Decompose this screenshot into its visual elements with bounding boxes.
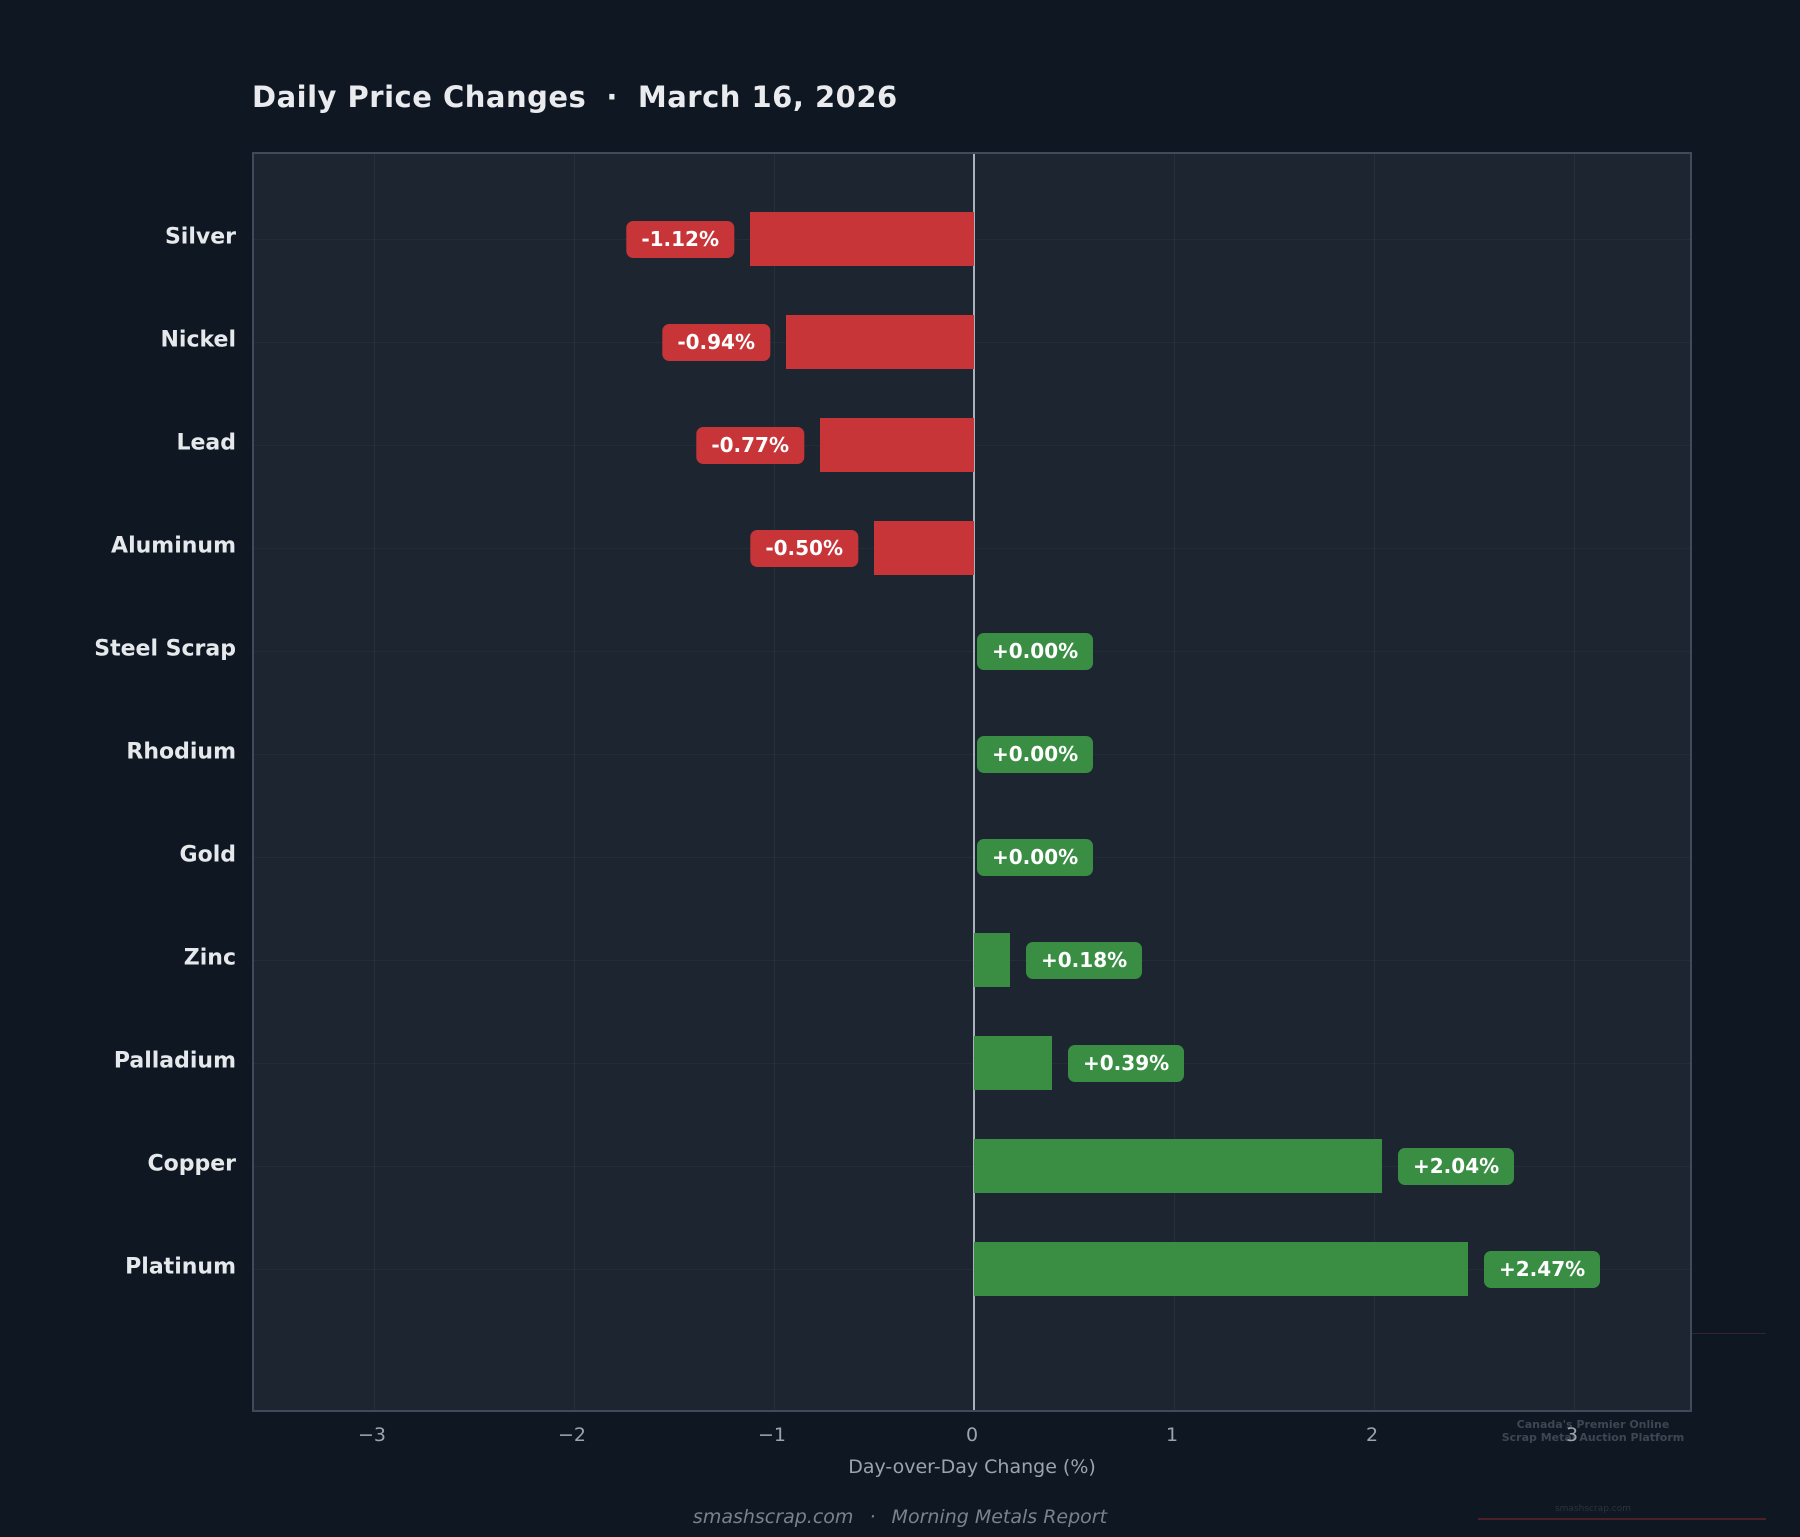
bar-label-platinum: +2.47% [1484,1250,1601,1288]
x-tick-label: 1 [1165,1424,1179,1446]
chart-title: Daily Price Changes · March 16, 2026 [252,80,898,114]
chart-title-date: March 16, 2026 [637,80,898,114]
y-axis-label-nickel: Nickel [160,327,237,353]
y-axis-label-rhodium: Rhodium [126,739,236,765]
bar-label-gold: +0.00% [977,838,1094,876]
gridline-horizontal [254,651,1690,652]
bar-label-zinc: +0.18% [1026,941,1143,979]
bar-zinc [974,933,1010,987]
y-axis-label-palladium: Palladium [113,1048,236,1074]
bar-label-lead: -0.77% [696,426,804,464]
x-tick-label: 0 [965,1424,979,1446]
chart-title-separator: · [606,80,618,114]
bar-silver [750,212,974,266]
watermark-logo: Canada's Premier Online Scrap Metal Auct… [1478,1333,1766,1520]
footer-site: smashscrap.com [692,1506,854,1528]
gridline-vertical [573,154,575,1410]
gridline-horizontal [254,960,1690,961]
bar-nickel [786,315,974,369]
footer: smashscrap.com · Morning Metals Report [0,1506,1800,1528]
gridline-horizontal [254,857,1690,858]
bar-copper [974,1139,1382,1193]
watermark-tagline-line2: Scrap Metal Auction Platform [1501,1431,1685,1444]
bar-label-rhodium: +0.00% [977,735,1094,773]
bar-label-steel-scrap: +0.00% [977,632,1094,670]
plot-area: -1.12% -0.94% -0.77% -0.50% +0.00% +0.00% +0.0… [252,152,1692,1412]
y-axis-label-platinum: Platinum [125,1254,236,1280]
gridline-vertical [1573,154,1575,1410]
footer-separator: · [869,1506,876,1528]
y-axis-label-copper: Copper [147,1151,236,1177]
chart-title-text: Daily Price Changes [252,80,587,114]
gridline-vertical [1373,154,1375,1410]
y-axis-label-gold: Gold [179,842,236,868]
x-tick-label: 3 [1565,1424,1579,1446]
watermark-tagline-line1: Canada's Premier Online [1516,1418,1670,1431]
x-axis-title: Day-over-Day Change (%) [848,1456,1096,1478]
gridline-vertical [1173,154,1175,1410]
x-tick-label: −1 [757,1424,787,1446]
watermark-tagline: Canada's Premier Online Scrap Metal Auct… [1478,1418,1708,1444]
x-tick-label: 2 [1365,1424,1379,1446]
bar-lead [820,418,974,472]
zero-baseline [973,154,975,1410]
gridline-horizontal [254,1166,1690,1167]
gridline-horizontal [254,1269,1690,1270]
bar-label-palladium: +0.39% [1068,1044,1185,1082]
y-axis-label-zinc: Zinc [183,945,236,971]
bar-label-silver: -1.12% [626,220,734,258]
bar-label-aluminum: -0.50% [750,529,858,567]
y-axis-label-lead: Lead [176,430,236,456]
watermark-site: smashscrap.com [1554,1504,1631,1514]
bar-label-nickel: -0.94% [662,323,770,361]
gridline-horizontal [254,1063,1690,1064]
x-tick-label: −2 [557,1424,587,1446]
y-axis-label-steel-scrap: Steel Scrap [94,636,236,662]
bar-palladium [974,1036,1052,1090]
y-axis-label-silver: Silver [164,224,236,250]
bar-label-copper: +2.04% [1398,1147,1515,1185]
bar-aluminum [874,521,974,575]
bar-platinum [974,1242,1468,1296]
gridline-vertical [773,154,775,1410]
footer-report: Morning Metals Report [891,1506,1108,1528]
gridline-horizontal [254,754,1690,755]
y-axis-label-aluminum: Aluminum [111,533,236,559]
gridline-vertical [373,154,375,1410]
x-tick-label: −3 [357,1424,387,1446]
